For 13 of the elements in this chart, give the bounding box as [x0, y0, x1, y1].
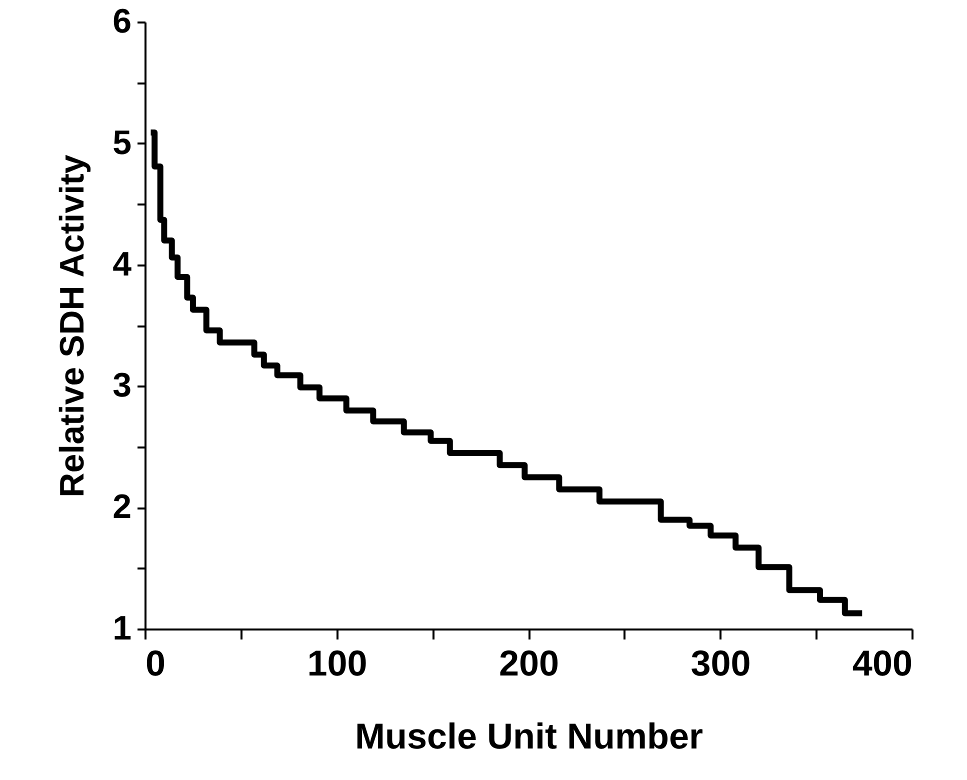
y-tick-label: 2 [112, 488, 132, 526]
y-tick-label: 3 [112, 366, 132, 405]
y-axis-title: Relative SDH Activity [54, 154, 92, 498]
x-tick-label: 100 [307, 642, 368, 684]
y-tick-label: 1 [112, 610, 132, 648]
x-tick-label: 400 [852, 642, 912, 684]
y-tick-label: 6 [112, 2, 132, 40]
x-tick-label: 0 [146, 642, 166, 684]
x-tick-label: 300 [690, 642, 751, 684]
y-tick-label: 5 [112, 124, 132, 162]
x-tick-label: 200 [498, 642, 560, 684]
x-axis-title: Muscle Unit Number [354, 716, 704, 756]
y-tick-label: 4 [112, 245, 132, 284]
